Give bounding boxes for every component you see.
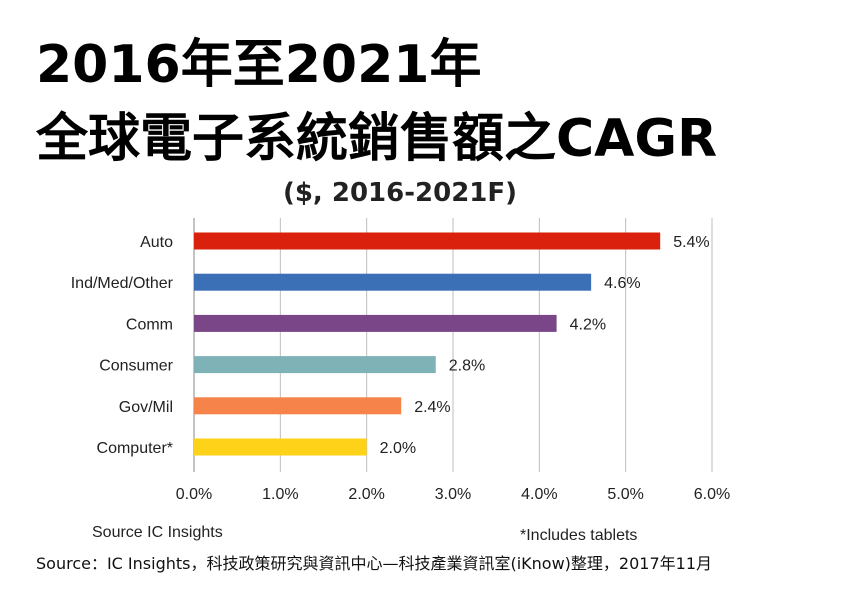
chart-subtitle: ($, 2016-2021F): [282, 178, 518, 208]
x-tick-label: 4.0%: [521, 486, 557, 503]
bar: [194, 314, 557, 332]
chart-title-line2: 全球電子系統銷售額之CAGR: [36, 109, 718, 169]
x-tick-label: 3.0%: [435, 486, 471, 503]
data-label: 2.8%: [449, 358, 485, 375]
footnote-label: *Includes tablets: [520, 527, 638, 544]
bar: [194, 438, 367, 456]
data-label: 2.0%: [380, 440, 416, 457]
data-label: 4.2%: [570, 316, 606, 333]
footer-source: Source：IC Insights，科技政策研究與資訊中心—科技產業資訊室(i…: [36, 554, 712, 573]
data-label: 2.4%: [414, 399, 450, 416]
category-label: Auto: [140, 234, 173, 251]
category-label: Comm: [126, 316, 173, 333]
category-label: Gov/Mil: [119, 399, 173, 416]
bar: [194, 397, 402, 415]
x-tick-label: 0.0%: [176, 486, 212, 503]
x-tick-label: 6.0%: [694, 486, 730, 503]
x-tick-label: 2.0%: [348, 486, 384, 503]
x-tick-label: 5.0%: [607, 486, 643, 503]
data-label: 5.4%: [673, 234, 709, 251]
bar: [194, 273, 592, 291]
source-label: Source IC Insights: [92, 524, 223, 541]
bar: [194, 356, 436, 374]
data-label: 4.6%: [604, 275, 640, 292]
category-label: Ind/Med/Other: [71, 275, 174, 292]
chart-title-line1: 2016年至2021年: [36, 35, 482, 95]
x-tick-label: 1.0%: [262, 486, 298, 503]
category-label: Computer*: [97, 440, 173, 457]
bar: [194, 232, 661, 250]
category-label: Consumer: [99, 358, 173, 375]
